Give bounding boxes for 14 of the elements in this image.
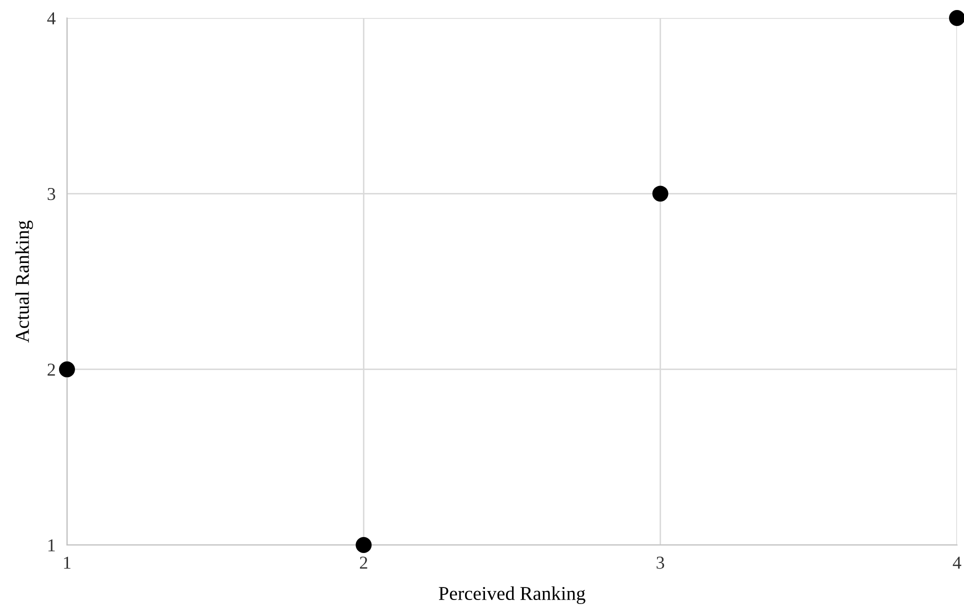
x-axis-title: Perceived Ranking <box>438 586 586 604</box>
x-tick-label: 2 <box>360 556 368 569</box>
x-tick-label: 4 <box>952 556 962 569</box>
x-tick-label: 1 <box>64 556 70 569</box>
y-axis-title: Actual Ranking <box>15 220 33 343</box>
y-tick-label: 1 <box>48 539 55 552</box>
point <box>59 361 75 378</box>
x-tick-label: 3 <box>656 556 664 569</box>
y-tick-label: 3 <box>48 188 56 200</box>
point <box>652 186 668 202</box>
y-tick-label: 4 <box>47 12 56 24</box>
point <box>356 537 372 553</box>
point <box>949 10 964 26</box>
y-tick-label: 2 <box>48 364 55 376</box>
